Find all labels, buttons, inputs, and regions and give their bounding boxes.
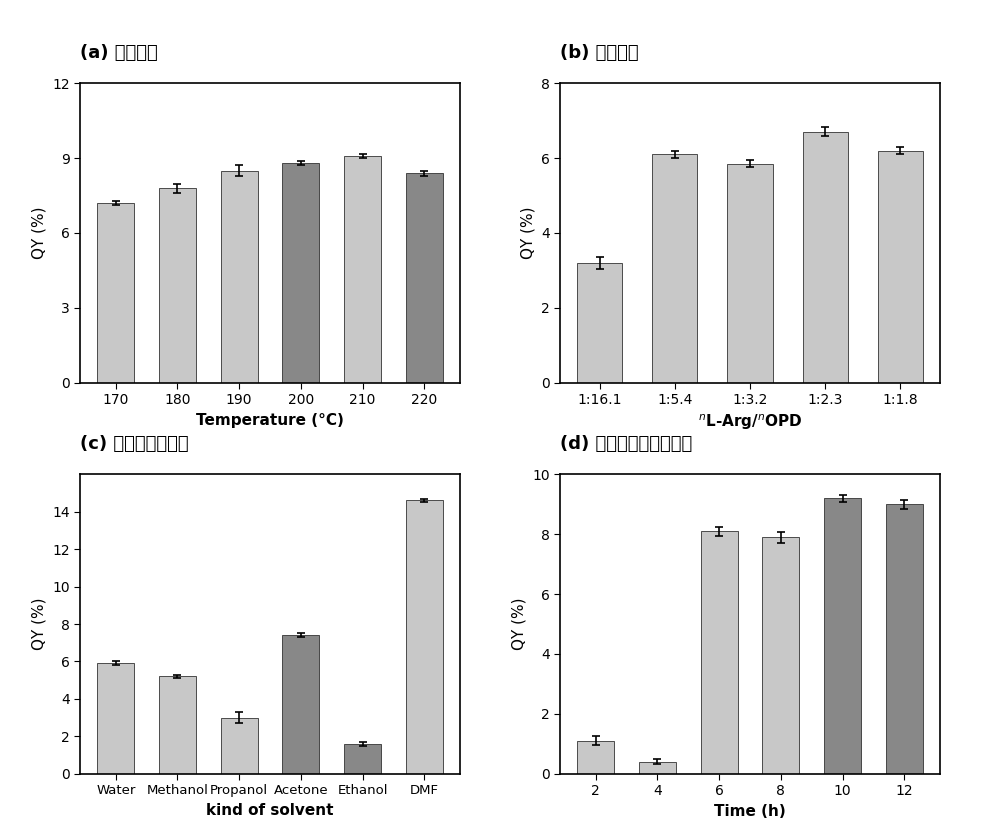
Bar (727, 164, 773, 383)
Bar (97, 203, 134, 383)
Bar (406, 501, 443, 774)
X-axis label: Temperature (°C): Temperature (°C) (196, 413, 344, 428)
Bar (639, 762, 676, 774)
Bar (577, 263, 622, 383)
Bar (221, 717, 258, 774)
Y-axis label: QY (%): QY (%) (511, 597, 526, 651)
Bar (282, 636, 319, 774)
Bar (803, 131, 848, 383)
Bar (344, 744, 381, 774)
Bar (886, 504, 923, 774)
Bar (701, 531, 738, 774)
Bar (159, 676, 196, 774)
Text: (b) 配比考察: (b) 配比考察 (560, 44, 639, 62)
Y-axis label: QY (%): QY (%) (520, 206, 535, 260)
X-axis label: Time (h): Time (h) (714, 804, 786, 819)
Bar (282, 163, 319, 383)
Bar (652, 155, 697, 383)
Y-axis label: QY (%): QY (%) (31, 597, 46, 651)
Bar (344, 156, 381, 383)
Bar (97, 663, 134, 774)
X-axis label: $^{n}$L-Arg/$^{n}$OPD: $^{n}$L-Arg/$^{n}$OPD (698, 413, 802, 433)
Y-axis label: QY (%): QY (%) (31, 206, 46, 260)
X-axis label: kind of solvent: kind of solvent (206, 803, 334, 818)
Bar (824, 498, 861, 774)
Bar (762, 537, 799, 774)
Text: (c) 精氨酸溶剂考察: (c) 精氨酸溶剂考察 (80, 435, 189, 453)
Bar (577, 740, 614, 774)
Text: (d) 精氨酸制备时间考察: (d) 精氨酸制备时间考察 (560, 435, 692, 453)
Bar (878, 151, 923, 383)
Bar (221, 171, 258, 383)
Bar (406, 173, 443, 383)
Text: (a) 温度考察: (a) 温度考察 (80, 44, 158, 62)
Bar (159, 188, 196, 383)
